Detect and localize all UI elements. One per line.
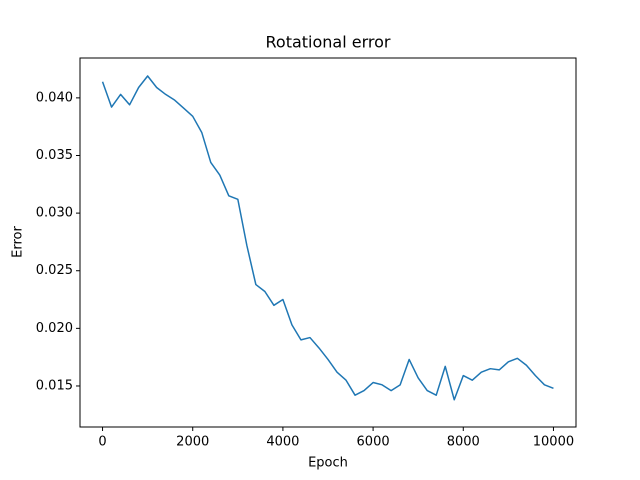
y-tick-label: 0.035: [36, 148, 73, 163]
x-tick-label: 2000: [176, 435, 209, 450]
y-axis-label: Error: [11, 226, 26, 258]
y-tick-label: 0.030: [36, 206, 73, 221]
x-tick-label: 10000: [533, 435, 574, 450]
y-tick-label: 0.025: [36, 263, 73, 278]
plot-frame: [79, 57, 577, 428]
x-axis-label: Epoch: [308, 456, 348, 471]
y-tick-label: 0.015: [36, 378, 73, 393]
x-tick-label: 4000: [266, 435, 299, 450]
chart-title: Rotational error: [266, 33, 391, 52]
x-tick-label: 8000: [447, 435, 480, 450]
y-tick-label: 0.020: [36, 321, 73, 336]
x-tick-label: 6000: [357, 435, 390, 450]
y-tick-label: 0.040: [36, 90, 73, 105]
x-tick-label: 0: [98, 435, 106, 450]
data-line: [101, 75, 554, 401]
